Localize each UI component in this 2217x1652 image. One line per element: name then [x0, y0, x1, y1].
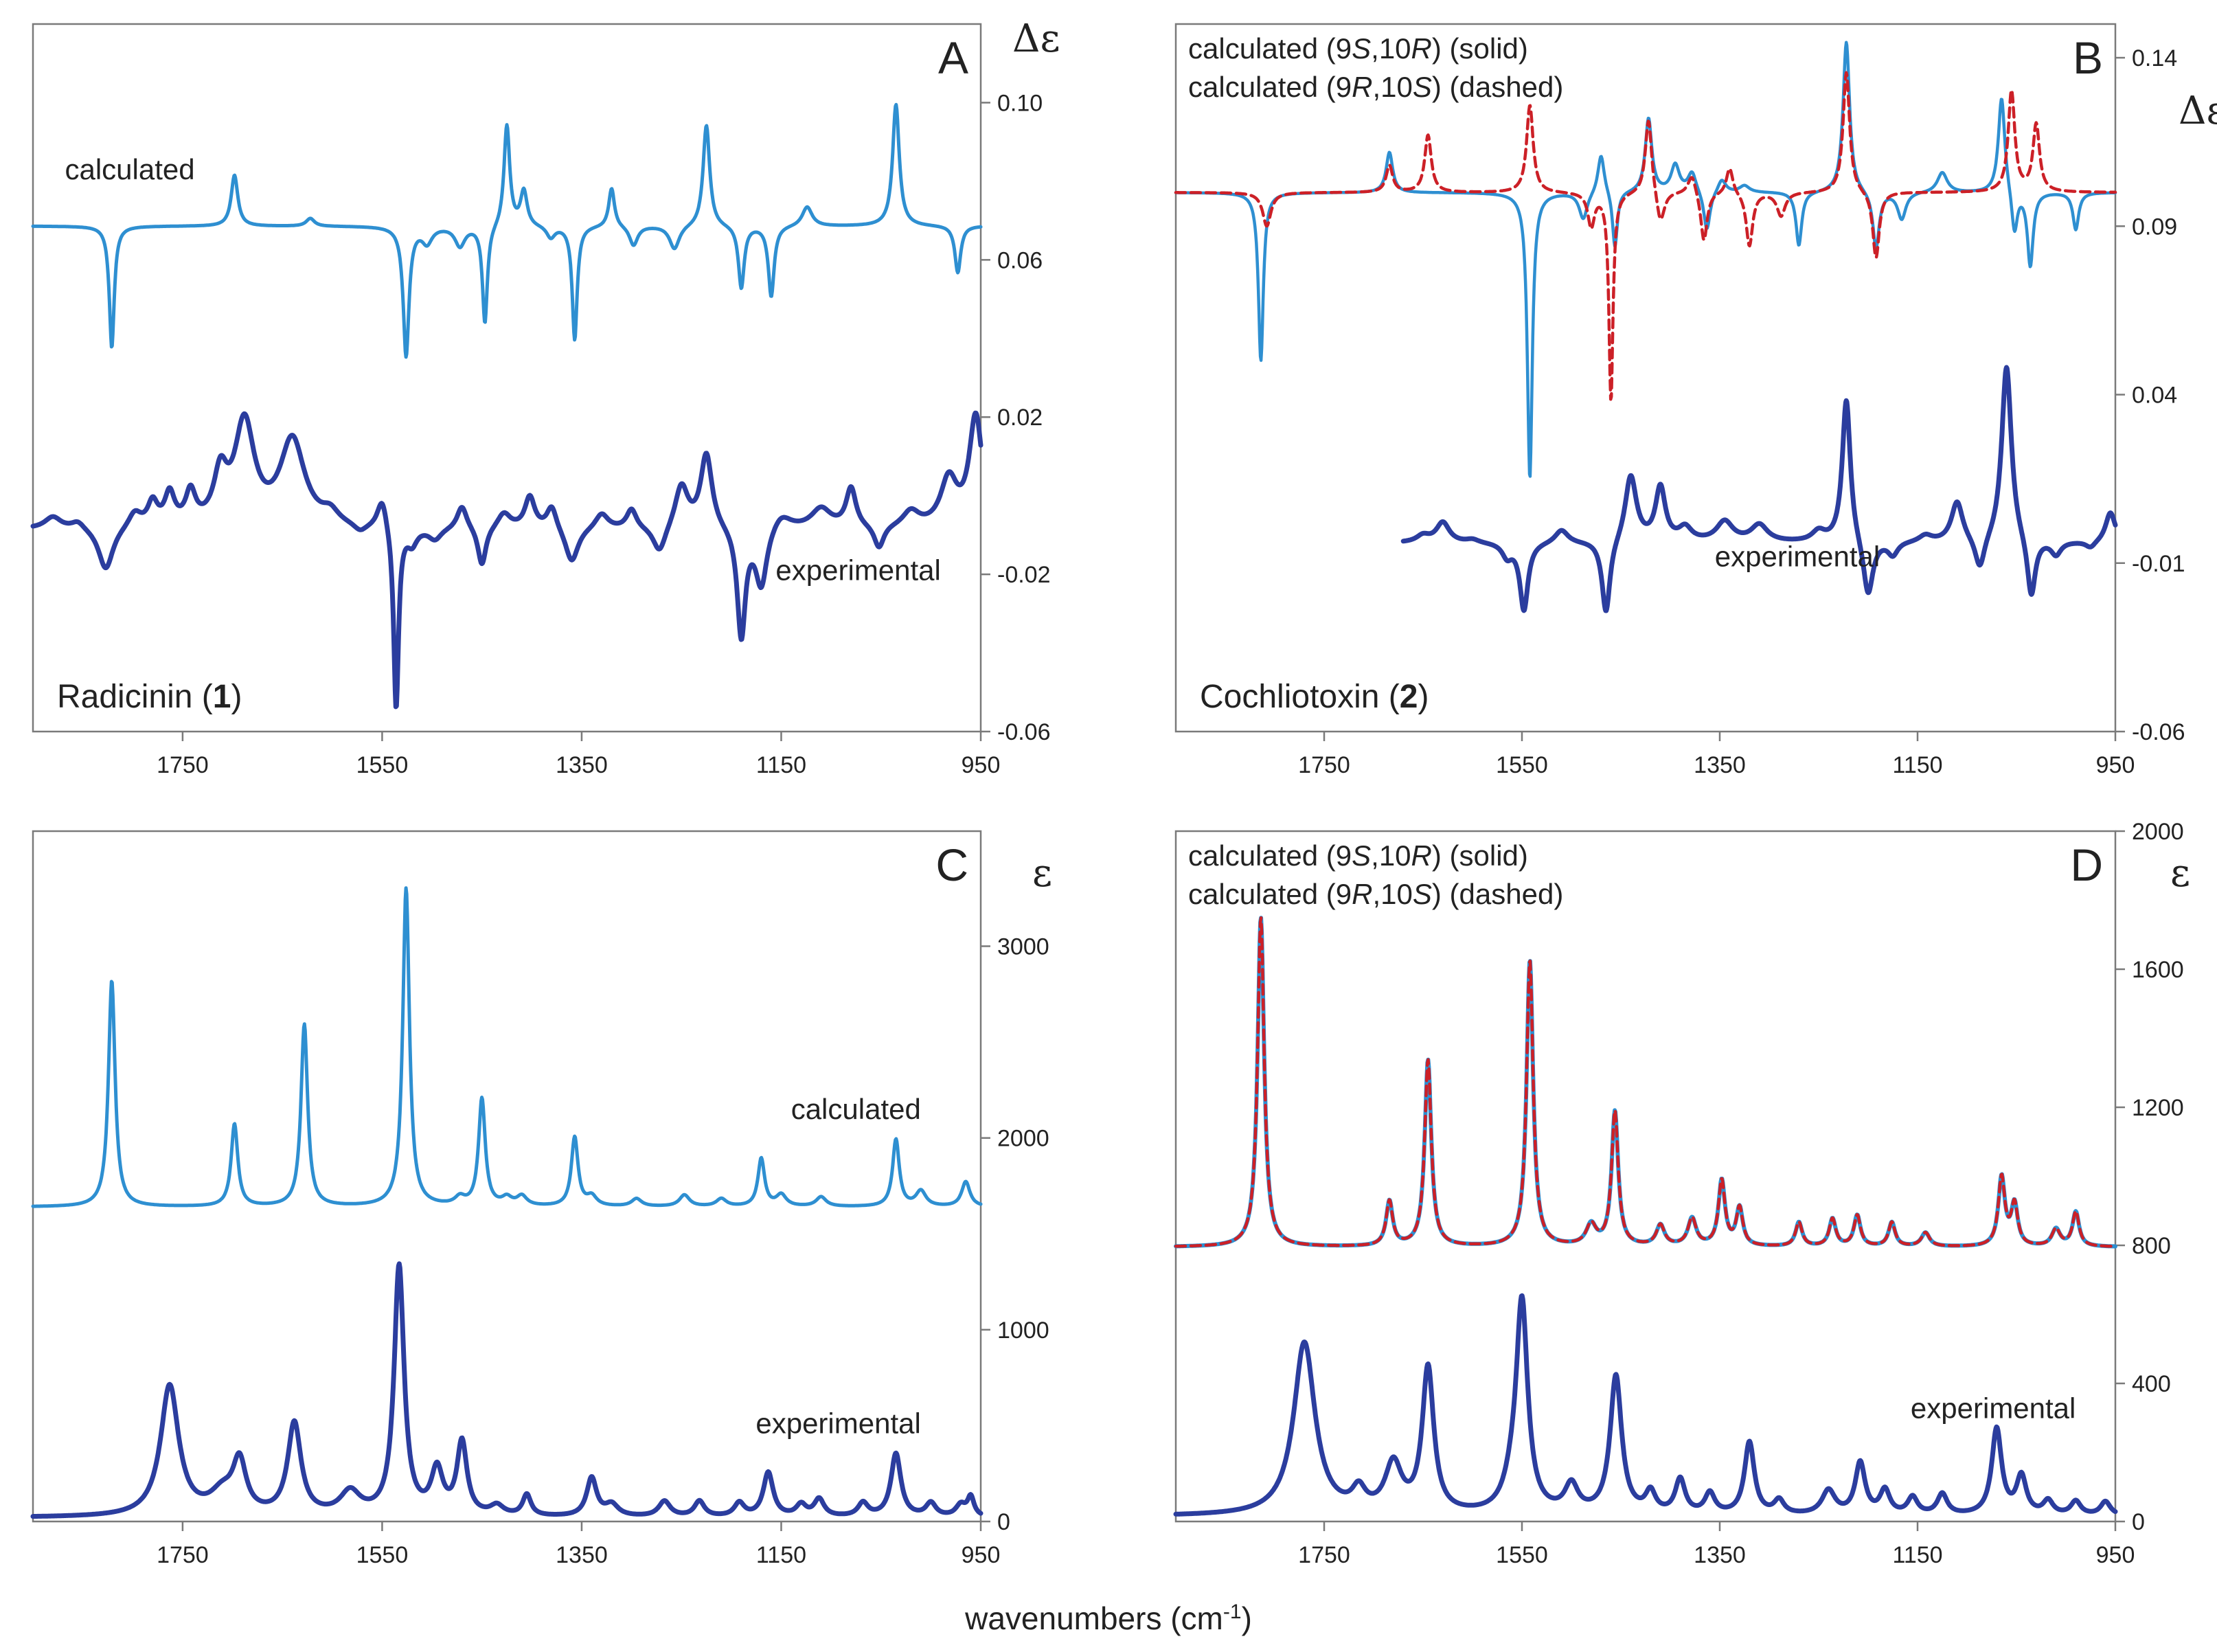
x-tick-label: 1750: [157, 752, 209, 778]
x-tick-label: 1750: [157, 1542, 209, 1568]
compound-label: Cochliotoxin (2): [1200, 679, 1429, 715]
y-axis-symbol: ε: [1032, 851, 1052, 896]
x-tick-label: 1550: [356, 1542, 409, 1568]
y-tick-label: 1600: [2132, 957, 2184, 983]
y-tick-label: 2000: [997, 1126, 1049, 1152]
series-line-calculated-9s-10r: [1174, 916, 2117, 1249]
panel-b-frame: [1174, 23, 2117, 733]
panel-letter: C: [935, 839, 968, 890]
y-tick-label: 0.04: [2132, 383, 2177, 409]
series-label: calculated: [65, 153, 194, 185]
x-tick-label: 1150: [756, 752, 806, 778]
series-line-calculated: [31, 102, 983, 359]
x-tick-label: 1350: [556, 1542, 608, 1568]
x-tick-label: 950: [962, 1542, 1001, 1568]
series-line-experimental: [1173, 1293, 2118, 1517]
y-tick-label: 0.02: [997, 405, 1043, 431]
y-tick-label: 0.10: [997, 90, 1043, 116]
y-tick-label: 800: [2132, 1233, 2171, 1259]
legend-entry: calculated (9R,10S) (dashed): [1188, 878, 1563, 910]
legend-entry: calculated (9R,10S) (dashed): [1188, 71, 1563, 103]
y-axis-symbol: Δε: [2179, 89, 2217, 133]
y-tick-label: 3000: [997, 934, 1049, 960]
x-tick-label: 1550: [356, 752, 409, 778]
x-tick-label: 1150: [1892, 752, 1942, 778]
series-label: experimental: [1911, 1392, 2076, 1424]
x-tick-label: 1550: [1496, 752, 1548, 778]
y-tick-label: 1200: [2132, 1095, 2184, 1121]
panel-letter: D: [2070, 839, 2103, 890]
y-tick-label: 0.06: [997, 247, 1043, 273]
y-tick-label: -0.06: [997, 719, 1051, 745]
x-tick-label: 1550: [1496, 1542, 1548, 1568]
legend-entry: calculated (9S,10R) (solid): [1188, 839, 1528, 872]
series-line-calculated-9s-10r: [1174, 41, 2117, 478]
x-axis-label: wavenumbers (cm-1): [964, 1600, 1252, 1636]
panel-a-frame: [32, 23, 982, 733]
panel-c-frame: [32, 830, 982, 1523]
x-tick-label: 950: [2096, 752, 2135, 778]
x-tick-label: 950: [2096, 1542, 2135, 1568]
series-label: experimental: [1715, 541, 1880, 573]
y-axis-symbol: ε: [2170, 851, 2190, 896]
panel-d: 1750 1550 1350 1150 950 2000 1600 1200 800 400 0 ε D…: [1173, 819, 2190, 1568]
series-label: experimental: [755, 1407, 920, 1440]
x-tick-label: 1750: [1298, 752, 1350, 778]
x-tick-label: 1350: [556, 752, 608, 778]
panel-letter: B: [2073, 32, 2103, 83]
y-tick-label: 2000: [2132, 819, 2184, 845]
x-tick-label: 1350: [1694, 752, 1746, 778]
series-line-calculated-9r-10s: [1174, 71, 2117, 401]
compound-label: Radicinin (1): [57, 679, 242, 715]
series-line-calculated-9r-10s: [1174, 916, 2117, 1248]
x-tick-label: 1150: [1892, 1542, 1942, 1568]
series-label: experimental: [775, 554, 940, 587]
y-tick-label: 400: [2132, 1371, 2171, 1397]
panel-c: 1750 1550 1350 1150 950 3000 2000 1000 0 ε Ccalcul…: [30, 830, 1052, 1568]
x-tick-label: 1750: [1298, 1542, 1350, 1568]
y-axis-symbol: Δε: [1012, 16, 1060, 61]
legend-entry: calculated (9S,10R) (solid): [1188, 32, 1528, 65]
y-tick-label: -0.06: [2132, 719, 2185, 745]
x-tick-label: 950: [962, 752, 1001, 778]
y-tick-label: 0.14: [2132, 45, 2177, 71]
series-line-experimental: [30, 410, 984, 710]
x-tick-label: 1150: [756, 1542, 806, 1568]
y-tick-label: -0.01: [2132, 551, 2185, 577]
y-tick-label: 0: [997, 1509, 1010, 1535]
series-line-calculated: [31, 886, 983, 1208]
y-tick-label: 0: [2132, 1509, 2145, 1535]
x-tick-label: 1350: [1694, 1542, 1746, 1568]
y-tick-label: 0.09: [2132, 214, 2177, 240]
y-tick-label: -0.02: [997, 562, 1051, 588]
series-label: calculated: [791, 1093, 921, 1125]
y-tick-label: 1000: [997, 1317, 1049, 1344]
panel-b: 1750 1550 1350 1150 950 0.14 0.09 0.04 -0.01 -0.0…: [1174, 23, 2217, 778]
panel-d-frame: [1174, 830, 2117, 1523]
series-line-experimental: [30, 1261, 984, 1519]
series-line-experimental: [1400, 365, 2118, 613]
panel-letter: A: [938, 32, 968, 83]
panel-a: 1750 1550 1350 1150 950 0.10 0.06 0.02 -0.02 -0.0…: [30, 16, 1060, 778]
